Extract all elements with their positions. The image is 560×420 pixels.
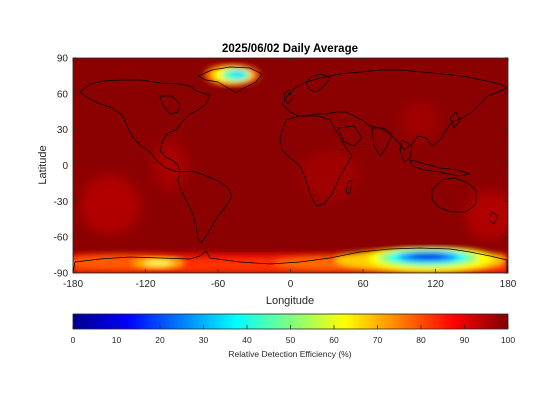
coastline-greenland: [197, 66, 263, 94]
y-tick-label: 60: [57, 89, 69, 100]
y-tick-label: 90: [57, 54, 69, 65]
coastline-antarctica: [73, 247, 508, 273]
colorbar-tick-label: 90: [460, 335, 470, 345]
x-tick-label: 120: [427, 279, 444, 290]
heatmap-west-antarctica: [132, 257, 184, 269]
colorbar-tick-label: 40: [242, 335, 252, 345]
heatmap: [73, 58, 508, 273]
coastline-britain: [283, 89, 293, 105]
colorbar-tick-label: 20: [155, 335, 165, 345]
x-tick-label: -120: [135, 279, 155, 290]
coastline-indonesia: [409, 159, 471, 177]
coastline-madagascar: [345, 179, 353, 195]
coastline-africa: [279, 115, 353, 207]
heatmap-background: [73, 58, 508, 273]
colorbar-tick-label: 0: [71, 335, 76, 345]
chart-title: 2025/06/02 Daily Average: [222, 43, 358, 55]
coastline-australia: [431, 177, 477, 213]
coastline-japan: [449, 111, 461, 129]
coastline-southeast-asia: [399, 139, 413, 163]
colorbar-tick-label: 80: [416, 335, 426, 345]
y-axis: 90 60 30 0 -30 -60 -90: [54, 54, 508, 280]
coastline-india: [371, 127, 393, 157]
coastline-hudson-bay: [159, 95, 181, 115]
colorbar-tick-label: 100: [501, 335, 515, 345]
x-axis: -180 -120 -60 0 60 120 180: [63, 58, 517, 290]
colorbar-ticks: 0 10 20 30 40 50 60 70 80 90 100: [71, 325, 515, 345]
heatmap-greenland: [204, 64, 260, 86]
coastline-south-america: [177, 170, 233, 244]
coastline-arabia: [337, 125, 363, 147]
x-tick-label: 180: [500, 279, 517, 290]
y-tick-label: -30: [54, 197, 69, 208]
colorbar-tick-label: 30: [199, 335, 209, 345]
colorbar-label: Relative Detection Efficiency (%): [228, 349, 351, 359]
coastlines: [73, 66, 508, 273]
x-axis-label: Longitude: [266, 295, 314, 307]
coastline-scandinavia: [305, 73, 331, 93]
x-tick-label: -180: [63, 279, 83, 290]
colorbar-tick-label: 70: [373, 335, 383, 345]
heatmap-east-antarctica: [368, 247, 492, 271]
coastline-eurasia: [281, 69, 508, 151]
y-axis-label: Latitude: [37, 145, 49, 184]
x-tick-label: 60: [357, 279, 369, 290]
coastline-north-america: [79, 79, 211, 173]
y-tick-label: -90: [54, 269, 69, 280]
colorbar: 0 10 20 30 40 50 60 70 80 90 100 Relative Detectio…: [71, 313, 515, 359]
colorbar-tick-label: 50: [286, 335, 296, 345]
x-tick-label: 0: [288, 279, 294, 290]
x-tick-label: -60: [211, 279, 226, 290]
colorbar-tick-label: 10: [112, 335, 122, 345]
colorbar-tick-label: 60: [329, 335, 339, 345]
y-tick-label: -60: [54, 233, 69, 244]
y-tick-label: 0: [62, 161, 68, 172]
y-tick-label: 30: [57, 125, 69, 136]
coastline-new-zealand: [488, 211, 499, 225]
